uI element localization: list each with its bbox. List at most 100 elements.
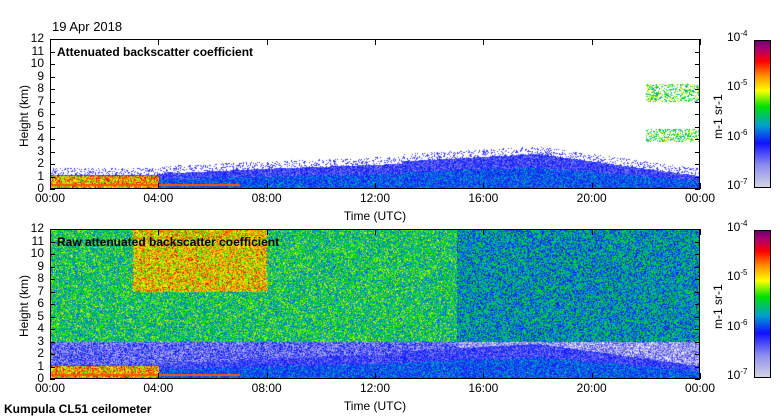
colorbar-unit-label: m-1 sr-1 (711, 94, 725, 139)
x-axis-label: Time (UTC) (343, 399, 407, 413)
x-tick-mark (50, 373, 51, 379)
y-tick-mark (50, 354, 55, 355)
y-tick-mark (50, 76, 55, 78)
y-tick-mark (50, 366, 55, 368)
y-tick-label: 5 (37, 118, 44, 133)
y-tick-mark (695, 151, 700, 153)
x-tick-mark (375, 183, 376, 189)
y-tick-label: 5 (37, 308, 44, 323)
y-tick-label: 4 (37, 131, 44, 145)
y-tick-label: 3 (37, 333, 44, 348)
x-tick-label: 20:00 (576, 191, 607, 205)
x-tick-mark (266, 183, 268, 189)
x-tick-mark (50, 229, 51, 235)
y-tick-mark (50, 176, 55, 178)
y-tick-mark (695, 39, 700, 40)
x-tick-mark (50, 183, 51, 189)
y-tick-mark (50, 341, 55, 343)
y-tick-label: 9 (37, 258, 44, 273)
y-tick-label: 1 (37, 358, 44, 373)
y-tick-mark (50, 139, 55, 140)
y-tick-mark (695, 176, 700, 178)
y-tick-label: 12 (30, 31, 44, 45)
plot-title: Attenuated backscatter coefficient (57, 45, 254, 59)
x-tick-label: 08:00 (251, 381, 282, 395)
y-tick-label: 11 (31, 43, 44, 58)
y-tick-mark (50, 164, 55, 165)
y-tick-label: 7 (37, 93, 44, 108)
date-label: 19 Apr 2018 (52, 19, 123, 34)
x-tick-label: 00:00 (34, 191, 66, 205)
x-tick-mark (266, 229, 268, 235)
x-tick-mark (483, 183, 485, 189)
y-tick-label: 10 (30, 56, 44, 70)
colorbar-tick-label: 10-6 (727, 317, 748, 333)
plot-attenuated-backscatter: Attenuated backscatter coefficient (50, 39, 700, 189)
y-tick-mark (50, 279, 55, 280)
y-tick-mark (695, 266, 700, 268)
x-tick-mark (375, 229, 376, 235)
colorbar-tick-label: 10-6 (727, 127, 748, 143)
y-tick-mark (695, 241, 700, 243)
colorbar-tick-label: 10-4 (727, 219, 748, 235)
x-tick-label: 04:00 (143, 381, 174, 395)
y-tick-mark (695, 51, 700, 53)
heatmap-canvas (51, 40, 699, 188)
y-axis-label: Height (km) (17, 274, 31, 337)
x-tick-mark (591, 373, 593, 379)
x-tick-mark (483, 229, 485, 235)
plot-raw-backscatter: Raw attenuated backscatter coefficient (50, 229, 700, 379)
y-tick-mark (50, 101, 55, 103)
y-tick-mark (695, 126, 700, 128)
y-axis-label: Height (km) (17, 84, 31, 147)
y-tick-label: 7 (37, 283, 44, 298)
y-tick-mark (50, 316, 55, 318)
x-tick-mark (700, 39, 701, 45)
x-tick-mark (700, 229, 701, 235)
y-tick-mark (695, 101, 700, 103)
y-tick-mark (695, 89, 700, 90)
y-tick-mark (50, 64, 55, 65)
y-tick-label: 8 (37, 271, 44, 285)
x-tick-mark (700, 183, 701, 189)
y-tick-mark (50, 39, 55, 40)
colorbar (754, 40, 771, 188)
x-tick-mark (700, 373, 701, 379)
x-tick-mark (158, 39, 160, 45)
colorbar-tick-label: 10-4 (727, 29, 748, 45)
y-tick-mark (50, 254, 55, 255)
y-tick-label: 3 (37, 143, 44, 158)
y-tick-mark (695, 316, 700, 318)
x-tick-mark (266, 39, 268, 45)
y-tick-label: 9 (37, 68, 44, 83)
x-tick-label: 08:00 (251, 191, 282, 205)
y-tick-mark (695, 254, 700, 255)
x-tick-mark (158, 229, 160, 235)
colorbar (754, 230, 771, 378)
y-tick-label: 12 (30, 221, 44, 235)
y-tick-label: 0 (37, 371, 44, 385)
y-tick-mark (50, 189, 55, 190)
y-tick-mark (50, 291, 55, 293)
y-tick-mark (50, 51, 55, 53)
y-tick-mark (695, 304, 700, 305)
y-tick-mark (50, 329, 55, 330)
x-tick-label: 00:00 (684, 191, 716, 205)
y-tick-mark (695, 76, 700, 78)
y-tick-mark (50, 241, 55, 243)
y-tick-mark (50, 151, 55, 153)
y-tick-mark (695, 341, 700, 343)
x-tick-mark (483, 39, 485, 45)
y-tick-label: 6 (37, 106, 44, 120)
colorbar-tick-label: 10-5 (727, 268, 748, 284)
x-tick-mark (158, 183, 160, 189)
colorbar-tick-label: 10-5 (727, 78, 748, 94)
y-tick-label: 2 (37, 346, 44, 360)
y-tick-mark (695, 379, 700, 380)
x-tick-mark (50, 39, 51, 45)
y-tick-mark (50, 266, 55, 268)
x-tick-label: 20:00 (576, 381, 607, 395)
y-tick-mark (695, 329, 700, 330)
y-tick-label: 1 (37, 168, 44, 183)
y-tick-mark (695, 114, 700, 115)
